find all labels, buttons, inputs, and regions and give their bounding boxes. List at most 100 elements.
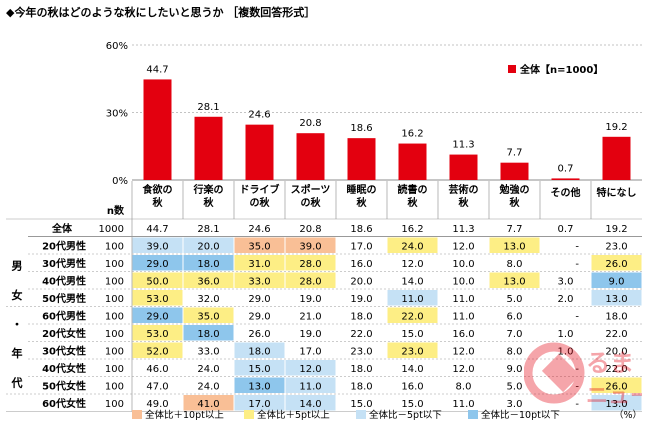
cell-highlight [183,255,234,271]
row-n: 100 [105,381,124,392]
legend-label: 全体【n=1000】 [519,63,603,76]
row-label: 60代女性 [42,397,86,410]
table-cell: - [575,381,579,392]
table-cell: 11.0 [452,294,474,305]
table-cell: 11.3 [452,224,474,235]
row-n: 100 [105,399,124,410]
bar-value-label: 7.7 [507,148,523,159]
cell-highlight [132,237,183,253]
column-header: 睡眠の秋 [347,183,377,209]
bar [551,178,580,180]
table-cell: 53.0 [146,294,168,305]
table-cell: 5.0 [507,294,523,305]
footer-swatch [132,410,142,419]
cell-highlight [234,237,285,253]
table-cell: 17.0 [299,346,321,357]
footer-label: 全体比＋10pt以上 [145,409,224,421]
bar-value-label: 18.6 [350,123,372,134]
row-label: 20代女性 [42,327,86,340]
table-cell: 18.0 [248,346,270,357]
table-cell: 26.0 [248,329,270,340]
table-cell: 18.0 [197,259,219,270]
table-cell: 14.0 [401,364,423,375]
y-tick-label: 60% [106,41,128,52]
table-cell: 47.0 [146,381,168,392]
table-cell: 14.0 [299,399,321,410]
table-cell: 32.0 [197,294,219,305]
table-cell: 36.0 [197,276,219,287]
row-label: 50代女性 [42,379,86,392]
table-cell: 23.0 [605,241,627,252]
row-label: 40代男性 [42,274,86,287]
table-cell: 29.0 [146,311,168,322]
cell-highlight [285,255,336,271]
cell-highlight [132,272,183,288]
bar-value-label: 11.3 [452,140,474,151]
bar-group: 44.7 28.1 24.6 20.8 18.6 16.2 11.3 7.7 0.7 19.2 [143,64,631,180]
cell-highlight [183,272,234,288]
table-cell: 8.0 [456,381,472,392]
footer-swatch [468,410,478,419]
table-cell: 44.7 [146,224,168,235]
table-cell: - [575,241,579,252]
table-cell: 12.0 [452,364,474,375]
bar [347,138,376,180]
bar [398,143,427,180]
table-cell: 17.0 [248,399,270,410]
column-header: 勉強の秋 [499,183,530,209]
group-label-char: 代 [11,375,23,389]
table-cell: - [575,399,579,410]
cell-highlight [234,342,285,358]
cell-highlight [591,290,642,306]
y-tick-label: 30% [106,109,128,120]
column-header: スポーツの秋 [291,183,331,209]
table-cell: 13.0 [605,399,627,410]
table-cell: 24.0 [197,364,219,375]
cell-highlight [132,307,183,323]
row-label: 60代男性 [42,309,86,322]
page-title: ◆今年の秋はどのような秋にしたいと思うか ［複数回答形式］ [6,5,315,19]
bar [500,162,529,180]
table-cell: 22.0 [605,329,627,340]
table-cell: 31.0 [248,259,270,270]
column-header: 行楽の秋 [193,183,224,209]
cell-highlight [591,272,642,288]
cell-highlight [183,237,234,253]
row-label: 20代男性 [42,239,86,252]
footer-swatch [356,410,366,419]
table-cell: 12.0 [452,241,474,252]
cell-highlight [234,255,285,271]
table-cell: 22.0 [401,311,423,322]
cell-highlight [591,377,642,393]
cell-highlight [132,290,183,306]
table-cell: 16.0 [401,381,423,392]
table-cell: 12.0 [452,346,474,357]
bar [194,116,223,180]
table-cell: 23.0 [401,346,423,357]
table-cell: 28.1 [197,224,219,235]
group-label-char: 女 [12,288,23,302]
cell-highlight [132,325,183,341]
bar-value-label: 16.2 [401,129,423,140]
group-label-char: ・ [12,318,23,331]
table-cell: 15.0 [401,329,423,340]
chart-legend: 全体【n=1000】 [508,63,603,76]
table-cell: 8.0 [507,259,523,270]
table-cell: 13.0 [248,381,270,392]
row-n: 100 [105,329,124,340]
table-cell: 9.0 [507,364,523,375]
table-cell: 26.0 [605,381,627,392]
column-header: 芸術の秋 [449,183,479,209]
column-header: 特になし [597,186,637,199]
cell-highlight [285,360,336,376]
table-cell: 50.0 [146,276,168,287]
table-cell: 2.0 [558,294,574,305]
table-cell: 15.0 [248,364,270,375]
bar-value-label: 20.8 [299,118,321,129]
table-cell: 17.0 [350,241,372,252]
footer-label: 全体比－5pt以下 [369,409,442,421]
cell-highlight [285,377,336,393]
table-cell: 28.0 [299,259,321,270]
table-cell: 3.0 [507,399,523,410]
